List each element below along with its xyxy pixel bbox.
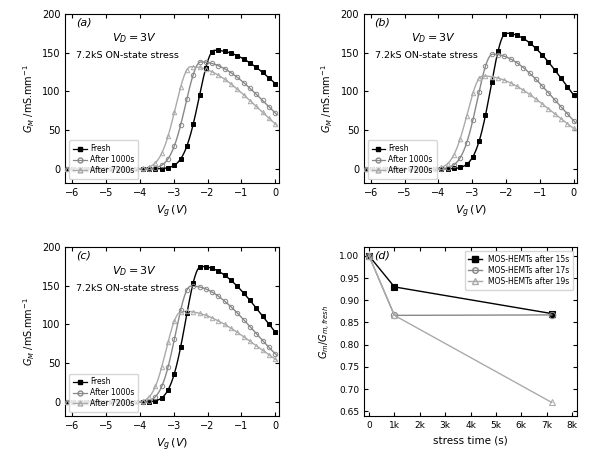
Text: $V_D=3V$: $V_D=3V$ xyxy=(411,31,456,44)
Text: 7.2kS ON-state stress: 7.2kS ON-state stress xyxy=(76,284,179,293)
Text: $V_D=3V$: $V_D=3V$ xyxy=(112,31,157,44)
Text: (c): (c) xyxy=(76,250,91,260)
MOS-HEMTs after 15s xyxy=(365,253,372,259)
MOS-HEMTs after 17s xyxy=(391,313,398,318)
X-axis label: $V_g\/(V)$: $V_g\/(V)$ xyxy=(156,436,188,453)
Line: MOS-HEMTs after 17s: MOS-HEMTs after 17s xyxy=(366,253,555,318)
Y-axis label: $G_M$ /mS.mm$^{-1}$: $G_M$ /mS.mm$^{-1}$ xyxy=(320,64,335,133)
X-axis label: $V_g\/(V)$: $V_g\/(V)$ xyxy=(455,203,487,219)
Line: MOS-HEMTs after 19s: MOS-HEMTs after 19s xyxy=(366,253,555,406)
Text: 7.2kS ON-state stress: 7.2kS ON-state stress xyxy=(76,51,179,60)
Legend: Fresh, After 1000s, After 7200s: Fresh, After 1000s, After 7200s xyxy=(69,140,138,179)
MOS-HEMTs after 17s xyxy=(365,253,372,259)
Text: (a): (a) xyxy=(76,17,92,27)
MOS-HEMTs after 19s xyxy=(391,313,398,318)
MOS-HEMTs after 15s xyxy=(548,311,555,316)
X-axis label: stress time (s): stress time (s) xyxy=(433,435,508,445)
Y-axis label: $G_M$ /mS.mm$^{-1}$: $G_M$ /mS.mm$^{-1}$ xyxy=(21,297,36,366)
MOS-HEMTs after 19s xyxy=(548,400,555,405)
MOS-HEMTs after 15s xyxy=(391,284,398,290)
Legend: Fresh, After 1000s, After 7200s: Fresh, After 1000s, After 7200s xyxy=(69,373,138,412)
Legend: MOS-HEMTs after 15s, MOS-HEMTs after 17s, MOS-HEMTs after 19s: MOS-HEMTs after 15s, MOS-HEMTs after 17s… xyxy=(465,251,574,290)
Text: $V_D=3V$: $V_D=3V$ xyxy=(112,264,157,278)
Y-axis label: $G_M$ /mS.mm$^{-1}$: $G_M$ /mS.mm$^{-1}$ xyxy=(21,64,36,133)
Y-axis label: $G_m/G_{m,fresh}$: $G_m/G_{m,fresh}$ xyxy=(318,304,333,359)
Text: (d): (d) xyxy=(375,250,390,260)
Legend: Fresh, After 1000s, After 7200s: Fresh, After 1000s, After 7200s xyxy=(368,140,437,179)
MOS-HEMTs after 17s xyxy=(548,312,555,318)
X-axis label: $V_g\/(V)$: $V_g\/(V)$ xyxy=(156,203,188,219)
Text: (b): (b) xyxy=(375,17,390,27)
Text: 7.2kS ON-state stress: 7.2kS ON-state stress xyxy=(375,51,477,60)
Line: MOS-HEMTs after 15s: MOS-HEMTs after 15s xyxy=(366,253,555,317)
MOS-HEMTs after 19s xyxy=(365,253,372,259)
